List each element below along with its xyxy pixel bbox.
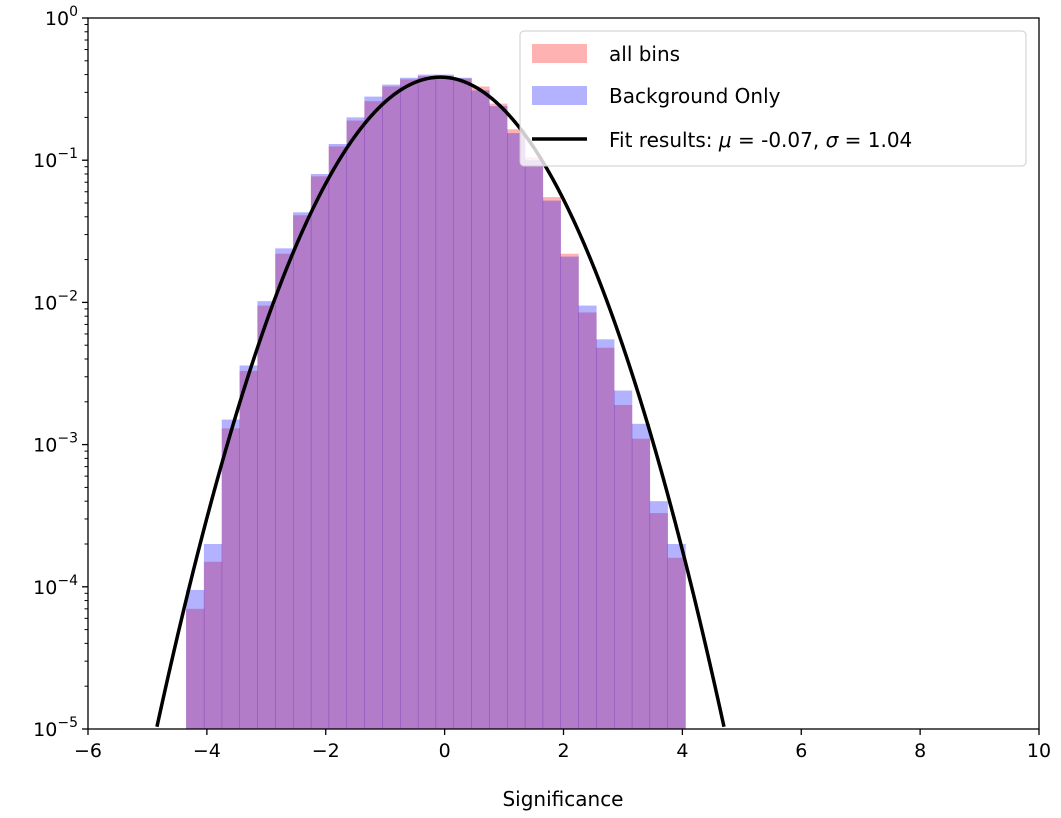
histogram-bar	[382, 86, 401, 730]
histogram-bar	[257, 305, 276, 729]
histogram-bar	[667, 557, 686, 729]
x-tick-label: 4	[676, 740, 688, 762]
x-tick-label: −6	[74, 740, 102, 762]
histogram-bar	[417, 74, 437, 730]
histogram-bar	[293, 212, 312, 729]
legend-swatch-all-bins	[532, 44, 587, 63]
histogram-bar	[346, 117, 365, 729]
histogram-bar	[542, 197, 561, 729]
histogram-bar	[293, 215, 312, 729]
histogram-bar	[560, 253, 579, 729]
x-tick-label: 2	[557, 740, 569, 762]
histogram-bars	[186, 74, 686, 730]
histogram-bar	[578, 312, 597, 729]
histogram-bar	[221, 428, 240, 729]
histogram-bar	[239, 370, 258, 729]
y-tick-label: 10−2	[33, 288, 78, 314]
histogram-bar	[310, 176, 330, 730]
histogram-bar	[578, 305, 597, 729]
histogram-bar	[560, 256, 579, 729]
histogram-bar	[203, 561, 223, 729]
histogram-bar	[614, 390, 633, 729]
histogram-bar	[186, 608, 205, 729]
histogram-bar	[221, 419, 240, 729]
x-axis-label: Significance	[502, 787, 623, 811]
histogram-bar	[631, 438, 651, 729]
y-axis: 10−5 10−4 10−3 10−2 10−1 100	[33, 4, 88, 741]
x-tick-label: 0	[439, 740, 451, 762]
legend-label-background-only: Background Only	[609, 84, 781, 108]
histogram-bar	[507, 129, 526, 729]
histogram-bar	[364, 101, 383, 729]
histogram-bar	[435, 74, 454, 730]
histogram-bar	[275, 248, 294, 729]
histogram-bar	[649, 513, 668, 729]
histogram-bar	[453, 77, 472, 729]
histogram-bar	[346, 120, 365, 729]
y-tick-label: 10−1	[33, 146, 78, 172]
x-axis: −6 −4 −2 0 2 4 6 8 10	[74, 729, 1051, 762]
y-tick-label: 10−4	[33, 573, 78, 599]
fit-curve-group	[155, 75, 726, 728]
histogram-bar	[489, 106, 508, 729]
histogram-bar	[596, 339, 615, 729]
fit-curve	[155, 75, 726, 728]
histogram-bar	[667, 543, 686, 729]
histogram-bar	[631, 423, 651, 729]
histogram-bar	[400, 79, 419, 729]
x-tick-label: −4	[193, 740, 221, 762]
y-tick-label: 100	[45, 4, 78, 30]
histogram-bar	[489, 103, 508, 730]
histogram-bar	[507, 133, 526, 729]
histogram-bar	[203, 543, 223, 729]
histogram-bar	[649, 501, 668, 729]
histogram-bar	[524, 160, 544, 729]
histogram-bar	[257, 301, 276, 729]
legend-label-all-bins: all bins	[609, 42, 680, 66]
y-tick-label: 10−3	[33, 431, 78, 457]
x-tick-label: 10	[1027, 740, 1051, 762]
histogram-bar	[435, 76, 454, 729]
histogram-bar	[471, 86, 490, 730]
histogram-bar	[524, 157, 544, 729]
histogram-bar	[239, 365, 258, 729]
legend-swatch-background-only	[532, 86, 587, 105]
legend-box	[519, 30, 1027, 167]
x-tick-label: 8	[914, 740, 926, 762]
histogram-bar	[310, 173, 330, 730]
histogram-bar	[614, 404, 633, 729]
legend-label-fit: Fit results: μ = -0.07, σ = 1.04	[609, 128, 912, 152]
histogram-bar	[400, 77, 419, 729]
histogram-bar	[471, 90, 490, 729]
histogram-bar	[364, 96, 383, 730]
histogram-bar	[417, 76, 437, 729]
histogram-bar	[186, 589, 205, 729]
histogram-bar	[328, 144, 347, 729]
x-tick-label: 6	[795, 740, 807, 762]
histogram-bar	[542, 200, 561, 729]
histogram-bar	[453, 78, 472, 729]
histogram-bar	[382, 84, 401, 730]
histogram-bar	[275, 253, 294, 729]
histogram-bar	[596, 347, 615, 729]
histogram-bar	[328, 146, 347, 730]
x-tick-label: −2	[312, 740, 340, 762]
legend: all bins Background Only Fit results: μ …	[519, 30, 1027, 167]
y-tick-label: 10−5	[33, 715, 78, 741]
